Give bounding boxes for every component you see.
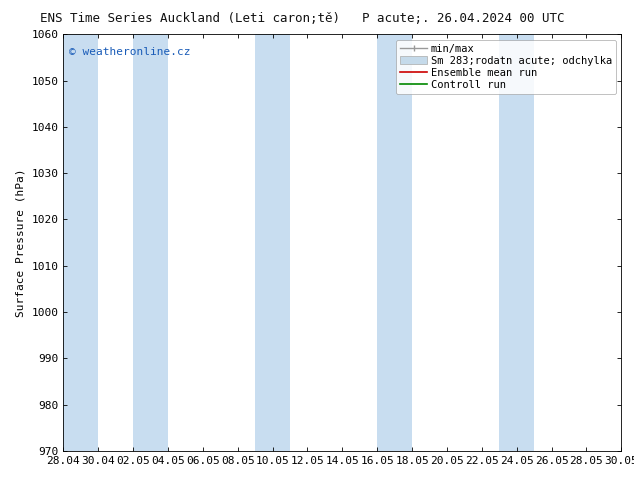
Bar bbox=[133, 34, 168, 451]
Text: © weatheronline.cz: © weatheronline.cz bbox=[69, 47, 190, 57]
Bar bbox=[63, 34, 98, 451]
Text: ENS Time Series Auckland (Leti caron;tě): ENS Time Series Auckland (Leti caron;tě) bbox=[40, 12, 340, 25]
Bar bbox=[377, 34, 412, 451]
Bar bbox=[500, 34, 534, 451]
Legend: min/max, Sm 283;rodatn acute; odchylka, Ensemble mean run, Controll run: min/max, Sm 283;rodatn acute; odchylka, … bbox=[396, 40, 616, 94]
Text: P acute;. 26.04.2024 00 UTC: P acute;. 26.04.2024 00 UTC bbox=[361, 12, 564, 25]
Y-axis label: Surface Pressure (hPa): Surface Pressure (hPa) bbox=[16, 168, 26, 317]
Bar bbox=[255, 34, 290, 451]
